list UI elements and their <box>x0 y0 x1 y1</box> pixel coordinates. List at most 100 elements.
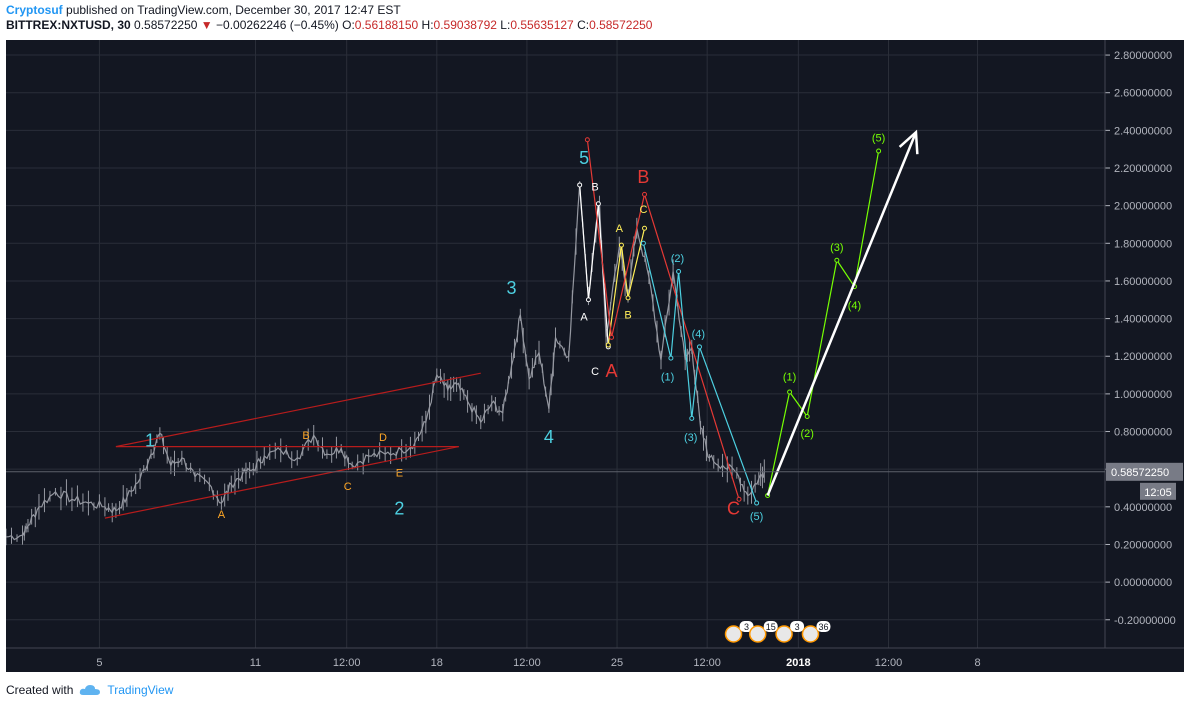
y-axis-tick-label: 2.60000000 <box>1114 88 1172 100</box>
price-change: −0.00262246 (−0.45%) <box>216 18 339 32</box>
wave-label: C <box>727 498 740 518</box>
wave-point <box>605 342 611 348</box>
wave-label: C <box>639 204 647 216</box>
chart-area[interactable]: 2.80000000 2.60000000 2.40000000 2.20000000… <box>5 40 1184 672</box>
wave-point <box>584 137 590 143</box>
last-price-badge <box>1106 462 1183 481</box>
wave-label: A <box>580 311 588 323</box>
wave-yellow-line <box>607 228 646 346</box>
trend-arrow-line <box>766 131 918 497</box>
wave-point <box>618 242 624 248</box>
x-axis-tick-label: 12:00 <box>875 657 903 669</box>
wave-label: (4) <box>848 300 861 312</box>
close-value: 0.58572250 <box>589 18 653 32</box>
chart-header: Cryptosuf published on TradingView.com, … <box>6 3 652 33</box>
y-axis-tick-label: 1.20000000 <box>1114 351 1172 363</box>
wave-label: (1) <box>661 372 674 384</box>
wave-label: A <box>218 509 226 521</box>
wave-label: (2) <box>671 253 684 265</box>
wave-label: C <box>591 366 599 378</box>
x-axis-tick-label: 12:00 <box>513 657 541 669</box>
wave-label: 4 <box>544 427 554 447</box>
open-label: O: <box>342 18 355 32</box>
footer: Created with TradingView <box>6 683 173 697</box>
y-axis-tick-label: -0.20000000 <box>1114 615 1176 627</box>
x-axis-tick-label: 12:00 <box>693 657 721 669</box>
author-link[interactable]: Cryptosuf <box>6 3 63 17</box>
channel-upper-line <box>115 372 481 448</box>
price-chart[interactable]: 2.80000000 2.60000000 2.40000000 2.20000000… <box>5 40 1184 672</box>
y-axis-tick-label: 1.40000000 <box>1114 314 1172 326</box>
tradingview-link[interactable]: TradingView <box>79 683 173 697</box>
wave-point <box>689 415 695 421</box>
y-axis-tick-label: 2.00000000 <box>1114 201 1172 213</box>
x-axis-tick-label: 18 <box>431 657 443 669</box>
x-axis-tick-label: 8 <box>974 657 980 669</box>
wave-label: (2) <box>800 428 813 440</box>
wave-point <box>625 295 631 301</box>
x-axis-tick-label: 5 <box>96 657 102 669</box>
last-price-value: 0.58572250 <box>1111 467 1169 479</box>
y-axis-tick-label: 1.80000000 <box>1114 238 1172 250</box>
y-axis-tick-label: 1.60000000 <box>1114 276 1172 288</box>
wave-point <box>642 191 648 197</box>
wave-label: (5) <box>750 511 763 523</box>
wave-green-line <box>767 150 880 496</box>
high-label: H: <box>421 18 434 32</box>
wave-label: A <box>606 361 618 381</box>
event-count-badge <box>763 621 778 632</box>
wave-point <box>876 148 882 154</box>
y-axis-tick-label: 0.00000000 <box>1114 577 1172 589</box>
event-flag-icon <box>748 625 767 643</box>
wave-point <box>577 182 583 188</box>
last-price: 0.58572250 <box>134 18 198 32</box>
y-axis-tick-label: 0.20000000 <box>1114 539 1172 551</box>
published-text: published on TradingView.com, December 3… <box>66 3 401 17</box>
x-axis-tick-label: 2018 <box>786 657 810 669</box>
event-flag-icon <box>775 625 793 643</box>
wave-point <box>754 500 760 506</box>
countdown-badge <box>1140 482 1176 500</box>
low-value: 0.55635127 <box>510 18 574 32</box>
wave-label: E <box>396 468 403 480</box>
close-label: C: <box>577 18 590 32</box>
event-count-badge <box>790 621 805 632</box>
y-axis-tick-label: 0.40000000 <box>1114 502 1172 514</box>
wave-label: A <box>616 223 624 235</box>
wave-label: D <box>379 432 387 444</box>
wave-point <box>642 225 648 231</box>
wave-label: B <box>591 182 598 194</box>
down-arrow-icon: ▼ <box>200 18 213 32</box>
wave-point <box>804 413 810 419</box>
wave-point <box>736 496 742 502</box>
wave-label: (1) <box>783 372 796 384</box>
x-axis-tick-label: 12:00 <box>333 657 361 669</box>
event-flag-icon <box>801 625 820 643</box>
wave-point <box>585 297 591 303</box>
ohlc-line: BITTREX:NXTUSD, 30 0.58572250 ▼ −0.00262… <box>6 18 652 33</box>
wave-white-line <box>579 184 609 347</box>
event-count: 15 <box>766 622 776 632</box>
open-value: 0.56188150 <box>354 18 419 32</box>
trend-arrow-head <box>898 129 919 155</box>
wave-point <box>834 257 840 263</box>
event-count-badge <box>816 621 831 632</box>
event-count: 36 <box>818 622 828 632</box>
channel-lower-line <box>104 446 459 519</box>
publish-line: Cryptosuf published on TradingView.com, … <box>6 3 652 18</box>
created-with-text: Created with <box>6 683 74 697</box>
event-count: 3 <box>795 622 800 632</box>
high-value: 0.59038792 <box>433 18 497 32</box>
wave-label: 1 <box>145 431 155 451</box>
y-axis-tick-label: 2.80000000 <box>1114 50 1172 62</box>
wave-label: B <box>637 167 649 187</box>
wave-point <box>668 355 674 361</box>
wave-point <box>696 344 702 350</box>
y-axis-tick-label: 0.80000000 <box>1114 427 1172 439</box>
wave-label: (3) <box>684 432 697 444</box>
price-line <box>5 184 765 541</box>
wave-point <box>787 389 793 395</box>
wave-red-line <box>586 139 740 500</box>
y-axis-tick-label: 2.40000000 <box>1114 125 1172 137</box>
event-flag-icon <box>724 625 743 643</box>
